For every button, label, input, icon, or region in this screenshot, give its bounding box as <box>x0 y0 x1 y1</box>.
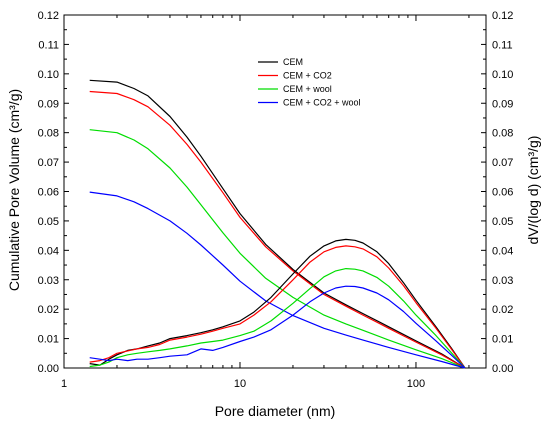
series-line-cumulative-cem-co2 <box>89 90 466 369</box>
y2-tick-label: 0.08 <box>492 128 513 140</box>
x-tick-label: 100 <box>407 378 425 390</box>
x-axis-title: Pore diameter (nm) <box>215 403 336 419</box>
series-layer <box>89 79 466 369</box>
y-tick-label: 0.08 <box>38 128 59 140</box>
y2-tick-label: 0.04 <box>492 245 513 257</box>
y-tick-label: 0.10 <box>38 69 59 81</box>
series-line-cumulative-cem <box>89 79 466 369</box>
y-tick-label: 0.05 <box>38 216 59 228</box>
x-tick-label: 10 <box>234 378 246 390</box>
y2-tick-label: 0.11 <box>492 39 513 51</box>
y-tick-label: 0.07 <box>38 157 59 169</box>
y-tick-label: 0.03 <box>38 275 59 287</box>
y2-tick-label: 0.09 <box>492 98 513 110</box>
legend-label-cem: CEM <box>283 57 303 67</box>
y-tick-label: 0.09 <box>38 98 59 110</box>
y2-tick-label: 0.00 <box>492 363 513 375</box>
y-tick-label: 0.01 <box>38 334 59 346</box>
legend-label-cem-co2: CEM + CO2 <box>283 71 332 81</box>
legend: CEM CEM + CO2 CEM + wool CEM + CO2 + wool <box>258 57 361 108</box>
y-tick-label: 0.06 <box>38 187 59 199</box>
y2-tick-label: 0.10 <box>492 69 513 81</box>
y2-tick-label: 0.03 <box>492 275 513 287</box>
y-tick-label: 0.12 <box>38 10 59 22</box>
y2-tick-label: 0.07 <box>492 157 513 169</box>
axes-layer: 0.00 0.00 0.01 0.01 0.02 0.02 0.03 0.03 0.04 0.04… <box>38 10 514 390</box>
y2-tick-label: 0.05 <box>492 216 513 228</box>
series-line-cumulative-cem-wool <box>89 129 466 369</box>
y2-tick-label: 0.12 <box>492 10 513 22</box>
series-line-differential-cem-co2 <box>89 245 466 369</box>
y-tick-label: 0.02 <box>38 304 59 316</box>
y-tick-label: 0.11 <box>38 39 59 51</box>
y-tick-label: 0.00 <box>38 363 59 375</box>
y2-axis-title: dV/(log d) (cm³/g) <box>525 136 541 245</box>
y2-tick-label: 0.06 <box>492 187 513 199</box>
legend-label-cem-co2-wool: CEM + CO2 + wool <box>283 98 361 108</box>
series-line-cumulative-cem-co2-wool <box>89 191 466 369</box>
y-axis-title: Cumulative Pore Volume (cm³/g) <box>6 89 22 291</box>
x-tick-label: 1 <box>61 378 67 390</box>
y-tick-label: 0.04 <box>38 245 59 257</box>
legend-label-cem-wool: CEM + wool <box>283 84 332 94</box>
series-line-differential-cem-co2-wool <box>89 285 466 369</box>
series-line-differential-cem-wool <box>89 268 466 369</box>
y2-tick-label: 0.02 <box>492 304 513 316</box>
y2-tick-label: 0.01 <box>492 334 513 346</box>
